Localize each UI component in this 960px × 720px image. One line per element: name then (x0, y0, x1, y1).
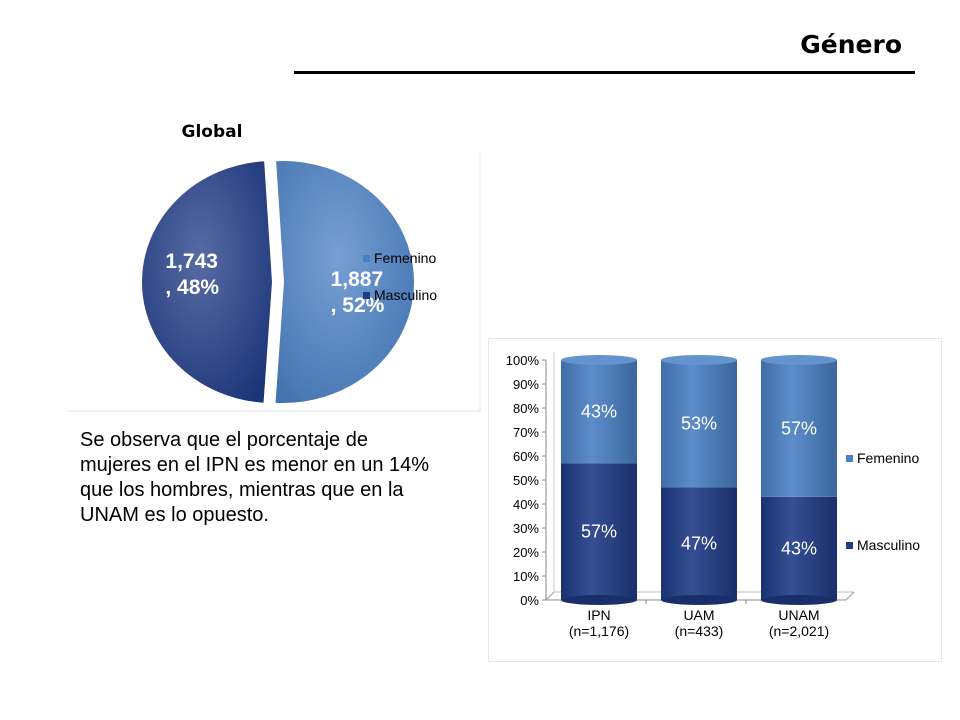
bar-base (561, 595, 637, 605)
x-category-label: IPN (n=1,176) (569, 607, 629, 639)
bar-cap-femenino (761, 355, 837, 365)
pie-chart: 1,887, 52% 1,743, 48% Femenino Masculino (66, 152, 481, 412)
bar-base (661, 595, 737, 605)
pie-slice-femenino (273, 159, 417, 405)
bar-data-label-masculino: 43% (781, 538, 817, 558)
y-tick-label: 100% (506, 353, 540, 368)
page-title: Género (800, 30, 902, 59)
y-tick-label: 30% (513, 521, 539, 536)
bar-legend-swatch-masculino (846, 542, 853, 549)
bar-segment-masculino (561, 463, 637, 600)
y-tick-label: 50% (513, 473, 539, 488)
bar-base (761, 595, 837, 605)
y-tick-label: 40% (513, 497, 539, 512)
y-tick-label: 0% (520, 593, 539, 608)
bar-data-label-femenino: 53% (681, 414, 717, 434)
pie-data-label-masculino: 1,743, 48% (165, 250, 219, 299)
bar-legend-label-femenino: Femenino (857, 450, 919, 466)
bar-legend-swatch-femenino (846, 455, 853, 462)
observation-text: Se observa que el porcentaje de mujeres … (80, 429, 430, 526)
bar-segment-femenino (761, 360, 837, 497)
bar-segment-masculino (761, 496, 837, 600)
x-category-label: UNAM (n=2,021) (769, 607, 829, 639)
y-tick-label: 90% (513, 377, 539, 392)
bar-data-label-femenino: 43% (581, 402, 617, 422)
bar-floor-edge-left (545, 591, 555, 601)
y-tick-label: 70% (513, 425, 539, 440)
bar-data-label-femenino: 57% (781, 418, 817, 438)
pie-chart-title: Global (181, 122, 243, 142)
pie-chart-panel: 1,887, 52% 1,743, 48% Femenino Masculino (66, 152, 481, 412)
x-category-label: UAM (n=433) (675, 607, 724, 639)
bar-panel-border (488, 338, 942, 662)
bar-data-label-masculino: 47% (681, 534, 717, 554)
pie-legend-label-masculino: Masculino (374, 287, 437, 303)
y-tick-label: 10% (513, 569, 539, 584)
stacked-bar-chart: 0% 10% 20% 30% 40% 50% 60% 70% 80% 90% 100% 57% 43% I… (488, 338, 942, 662)
pie-legend-swatch-masculino (363, 292, 370, 299)
pie-slice-masculino (140, 159, 275, 405)
bar-cap-femenino (561, 355, 637, 365)
pie-legend-label-femenino: Femenino (374, 250, 436, 266)
bar-legend-label-masculino: Masculino (857, 537, 920, 553)
bar-chart-panel: 0% 10% 20% 30% 40% 50% 60% 70% 80% 90% 100% 57% 43% I… (488, 338, 942, 662)
pie-data-label-femenino: 1,887, 52% (331, 268, 385, 317)
title-divider (294, 71, 915, 74)
pie-legend-swatch-femenino (363, 255, 370, 262)
bar-floor-edge-right (845, 591, 855, 601)
bar-segment-masculino (661, 487, 737, 600)
bar-data-label-masculino: 57% (581, 522, 617, 542)
bar-cap-femenino (661, 355, 737, 365)
bar-segment-femenino (561, 360, 637, 464)
y-tick-label: 80% (513, 401, 539, 416)
y-tick-label: 60% (513, 449, 539, 464)
y-tick-label: 20% (513, 545, 539, 560)
bar-segment-femenino (661, 360, 737, 488)
